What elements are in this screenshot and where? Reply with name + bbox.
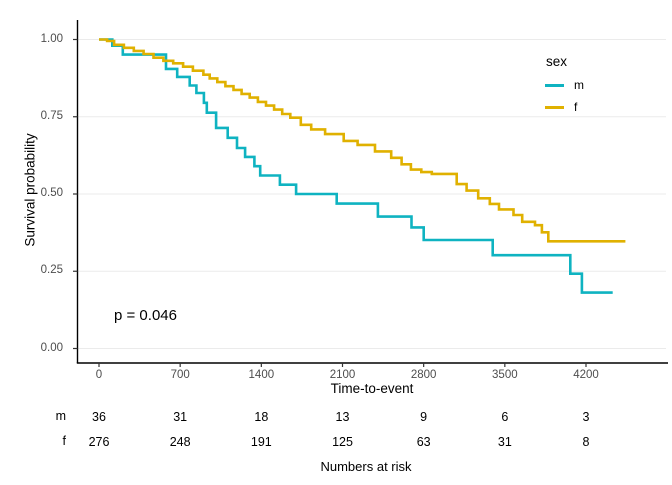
risk-value: 36 xyxy=(92,410,106,424)
risk-value: 8 xyxy=(582,435,590,449)
risk-value: 248 xyxy=(169,435,191,449)
risk-value: 276 xyxy=(88,435,110,449)
legend-label-f: f xyxy=(574,100,578,114)
risk-row-label-m: m xyxy=(55,409,66,423)
risk-value: 9 xyxy=(420,410,428,424)
m-curve-swatch-icon xyxy=(544,83,564,87)
risk-value: 191 xyxy=(250,435,272,449)
risk-table-title: Numbers at risk xyxy=(320,459,412,474)
risk-value: 125 xyxy=(332,435,353,449)
legend-title: sex xyxy=(546,54,568,69)
survival-curve-m xyxy=(99,38,613,294)
y-tick-label: 1.00 xyxy=(40,32,63,45)
y-tick-label: 0.75 xyxy=(40,109,63,122)
x-tick-label: 0 xyxy=(95,369,103,381)
y-tick-label: 0.00 xyxy=(40,341,63,354)
p-value-annotation: p = 0.046 xyxy=(114,307,177,324)
f-curve-swatch-icon xyxy=(544,105,564,109)
legend-item-f: f xyxy=(544,97,584,117)
x-tick-label: 2100 xyxy=(329,369,356,381)
x-tick-label: 3500 xyxy=(492,369,518,381)
risk-row-label-f: f xyxy=(62,434,66,448)
legend: sex m f xyxy=(544,54,584,117)
legend-item-m: m xyxy=(544,75,584,95)
y-tick-label: 0.25 xyxy=(40,264,63,277)
risk-value: 13 xyxy=(335,410,350,424)
risk-value: 18 xyxy=(254,410,269,424)
y-tick-label: 0.50 xyxy=(40,187,63,199)
legend-label-m: m xyxy=(574,78,584,92)
risk-value: 31 xyxy=(173,410,188,424)
risk-value: 31 xyxy=(497,435,512,449)
x-axis-title: Time-to-event xyxy=(330,381,414,396)
risk-value: 6 xyxy=(501,410,509,424)
x-tick-label: 4200 xyxy=(573,369,599,381)
legend-key xyxy=(544,76,564,94)
x-tick-label: 700 xyxy=(170,369,190,381)
risk-value: 3 xyxy=(582,410,590,424)
x-tick-label: 1400 xyxy=(248,369,275,381)
survival-curve-f xyxy=(99,38,626,243)
risk-value: 63 xyxy=(416,435,431,449)
legend-key xyxy=(544,98,564,116)
x-tick-label: 2800 xyxy=(410,369,437,381)
